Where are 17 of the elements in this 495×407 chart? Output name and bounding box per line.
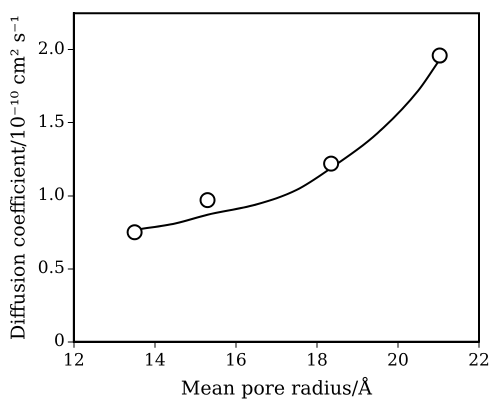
x-tick-label: 14 — [144, 350, 166, 370]
point — [432, 48, 448, 64]
point — [126, 224, 143, 240]
x-tick-label: 20 — [387, 350, 409, 370]
x-tick-label: 22 — [468, 350, 490, 370]
point — [323, 156, 340, 172]
y-tick-label: 0.5 — [38, 258, 65, 278]
y-tick-label: 1.5 — [38, 112, 65, 132]
y-tick-label: 2.0 — [38, 39, 65, 60]
x-axis-title: Mean pore radius/Å — [180, 376, 372, 400]
point — [200, 192, 216, 208]
x-tick-label: 12 — [63, 350, 85, 370]
y-axis-title: Diffusion coefficient/10⁻¹⁰ cm² s⁻¹ — [7, 15, 30, 340]
y-tick-label: 1.0 — [38, 185, 65, 206]
y-tick-label: 0 — [54, 331, 65, 352]
x-tick-label: 18 — [306, 350, 328, 370]
x-tick-label: 16 — [225, 350, 247, 370]
